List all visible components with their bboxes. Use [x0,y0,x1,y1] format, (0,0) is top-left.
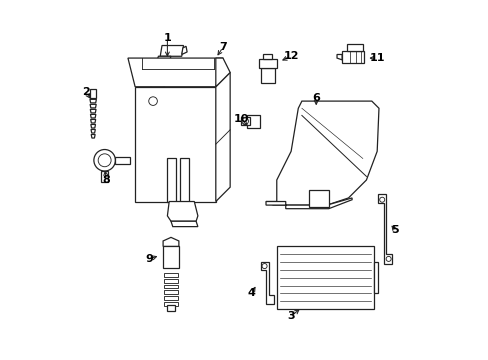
Circle shape [379,197,384,202]
Bar [246,116,260,128]
Bar [163,285,178,288]
Text: 3: 3 [287,311,294,321]
Bar [163,273,178,277]
Bar [258,59,276,68]
Text: 7: 7 [219,42,226,52]
Text: 5: 5 [390,225,398,235]
Polygon shape [151,56,171,78]
Bar [373,262,377,293]
Bar [341,51,363,63]
Circle shape [148,97,157,105]
Polygon shape [90,120,96,123]
Bar [276,246,373,309]
Polygon shape [182,46,187,54]
Polygon shape [171,221,198,226]
Circle shape [242,118,248,125]
Circle shape [94,149,115,171]
Bar [263,54,272,59]
Text: 2: 2 [82,87,90,97]
Polygon shape [90,114,96,118]
Polygon shape [160,45,183,56]
Bar [180,158,188,202]
Polygon shape [163,237,179,246]
Polygon shape [215,58,230,87]
Circle shape [98,154,111,167]
Polygon shape [149,86,164,91]
Circle shape [386,256,390,261]
Bar [163,246,179,268]
Bar [163,296,178,300]
Bar [346,44,362,51]
Polygon shape [91,130,95,133]
Bar [101,171,108,182]
Polygon shape [135,87,215,202]
Bar [167,305,174,311]
Bar [260,68,274,83]
Bar [115,157,129,164]
Polygon shape [90,99,96,103]
Polygon shape [149,78,164,83]
Polygon shape [265,101,378,205]
Polygon shape [128,58,223,87]
Polygon shape [265,198,351,209]
Circle shape [262,264,266,269]
Polygon shape [149,102,163,107]
Text: 9: 9 [145,254,153,264]
Bar [163,302,178,306]
Polygon shape [90,104,96,108]
Text: 4: 4 [247,288,255,298]
Bar [90,89,96,98]
Polygon shape [378,194,391,264]
Bar [308,190,328,207]
Polygon shape [167,202,198,221]
Text: 8: 8 [102,175,110,185]
Polygon shape [149,109,163,114]
Polygon shape [90,109,96,113]
Bar [163,291,178,294]
Text: 10: 10 [233,114,248,124]
Polygon shape [91,125,95,128]
Polygon shape [149,94,164,99]
Text: 6: 6 [312,93,320,103]
Text: 1: 1 [163,33,171,43]
Bar [241,117,249,125]
Polygon shape [91,134,95,138]
Bar [167,158,176,202]
Polygon shape [260,262,274,304]
Polygon shape [336,54,341,60]
Text: 11: 11 [368,53,384,63]
Bar [163,279,178,283]
Polygon shape [215,72,230,202]
Text: 12: 12 [283,51,298,61]
